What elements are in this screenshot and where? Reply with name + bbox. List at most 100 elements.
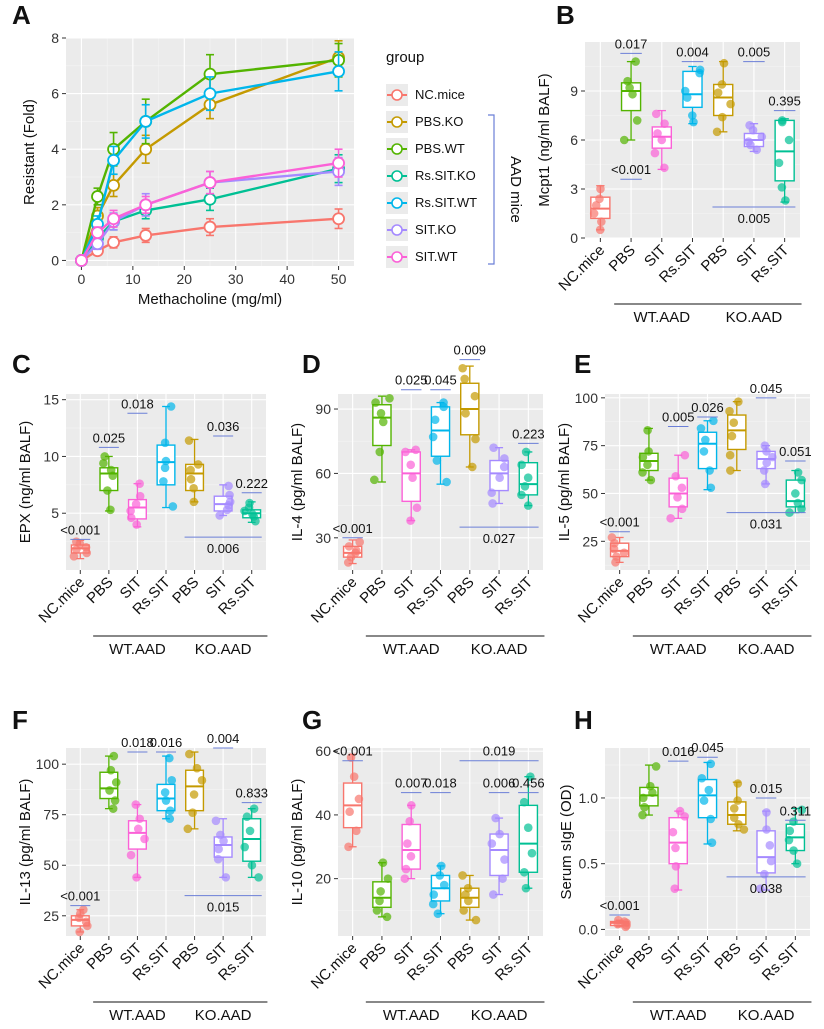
data-point: [91, 226, 104, 240]
jitter-point: [523, 823, 533, 832]
jitter-point: [699, 796, 709, 805]
y-tick-label: 60: [315, 743, 331, 759]
y-tick-label: 6: [51, 86, 59, 102]
jitter-point: [487, 488, 496, 498]
group-label: WT.AAD: [383, 1007, 440, 1024]
jitter-point: [789, 846, 798, 855]
jitter-point: [745, 121, 754, 130]
jitter-point: [729, 804, 739, 813]
data-point: [107, 178, 120, 192]
legend-label: NC.mice: [415, 87, 465, 102]
jitter-point: [523, 501, 533, 510]
jitter-point: [470, 391, 480, 401]
jitter-point: [385, 393, 394, 403]
p-value-label: 0.311: [780, 803, 812, 818]
legend-key-point: [391, 197, 403, 209]
y-axis-title: IL-10 (pg/ml BALF): [289, 779, 306, 906]
box-Rs.SIT.WT: [428, 861, 451, 918]
box-PBS.KO: [184, 436, 205, 507]
data-point: [91, 190, 104, 203]
jitter-point: [675, 806, 685, 816]
jitter-point: [106, 465, 116, 475]
y-tick-label: 2: [51, 197, 59, 213]
data-point: [203, 220, 217, 234]
data-point: [139, 198, 153, 212]
x-category-label: PBS: [711, 940, 744, 973]
jitter-point: [595, 194, 604, 204]
legend: group NC.mice PBS.KO PBS.WT Rs.SIT.KO Rs.SIT.…: [386, 49, 524, 268]
jitter-point: [489, 443, 498, 452]
jitter-point: [707, 838, 717, 847]
data-point: [332, 64, 345, 78]
p-value-label: 0.018: [424, 776, 457, 791]
y-tick-label: 6: [570, 132, 578, 148]
box-PBS.KO: [725, 397, 747, 475]
p-value-label: 0.026: [691, 400, 724, 415]
jitter-point: [726, 99, 735, 109]
y-tick-label: 0: [570, 230, 578, 246]
jitter-point: [709, 416, 718, 426]
jitter-point: [214, 844, 223, 854]
p-value-label: <0.001: [611, 162, 651, 177]
x-tick-label: 30: [228, 271, 244, 287]
data-point: [75, 254, 88, 267]
jitter-point: [72, 537, 81, 546]
jitter-point: [789, 817, 798, 826]
box-NC.mice: [70, 905, 92, 937]
y-axis-title: IL-13 (pg/ml BALF): [17, 779, 34, 906]
box-SIT.WT: [400, 801, 421, 883]
jitter-point: [375, 896, 384, 906]
jitter-point: [781, 196, 790, 205]
legend-key-point: [391, 89, 403, 101]
jitter-point: [186, 465, 195, 475]
jitter-point: [784, 135, 794, 145]
x-category-label: PBS: [169, 574, 202, 607]
jitter-point: [607, 533, 617, 542]
jitter-point: [671, 843, 680, 853]
jitter-point: [432, 456, 442, 465]
group-label: KO.AAD: [738, 641, 795, 658]
jitter-point: [523, 473, 533, 483]
jitter-point: [355, 537, 364, 547]
jitter-point: [126, 506, 135, 516]
group-label: WT.AAD: [633, 309, 690, 326]
jitter-point: [165, 753, 174, 763]
jitter-point: [471, 434, 480, 444]
box-NC.mice: [607, 533, 630, 567]
x-category-label: NC.mice: [308, 574, 361, 627]
box-Rs.SIT.KO: [785, 468, 806, 517]
jitter-point: [168, 502, 178, 511]
jitter-point: [160, 788, 170, 797]
y-axis-title: Resistant (Fold): [21, 99, 38, 205]
jitter-point: [696, 424, 706, 433]
legend-label: PBS.KO: [415, 114, 463, 129]
box-PBS.KO: [727, 779, 749, 834]
jitter-point: [595, 225, 605, 235]
y-tick-label: 4: [51, 141, 59, 157]
p-value-label: 0.222: [235, 476, 268, 491]
data-point: [139, 142, 153, 156]
box-iqr: [430, 406, 451, 457]
jitter-point: [376, 409, 386, 418]
jitter-point: [131, 499, 141, 509]
jitter-point: [651, 109, 661, 119]
jitter-point: [671, 471, 681, 481]
box-Rs.SIT.WT: [696, 416, 718, 493]
legend-bracket: [488, 114, 495, 265]
jitter-point: [640, 802, 649, 812]
jitter-point: [135, 814, 145, 824]
legend-title: group: [386, 49, 424, 66]
jitter-point: [405, 816, 415, 826]
jitter-point: [766, 856, 776, 866]
box-PBS.KO: [183, 749, 207, 834]
p-value-label: 0.018: [121, 396, 154, 411]
x-category-label: NC.mice: [555, 242, 608, 295]
box-SIT.WT: [401, 445, 422, 525]
p-value-label: 0.027: [483, 531, 516, 546]
legend-label: Rs.SIT.KO: [415, 168, 476, 183]
data-point: [332, 156, 345, 170]
x-tick-label: 50: [331, 271, 347, 287]
legend-key-point: [391, 143, 403, 155]
jitter-point: [777, 116, 787, 125]
jitter-point: [797, 475, 806, 485]
